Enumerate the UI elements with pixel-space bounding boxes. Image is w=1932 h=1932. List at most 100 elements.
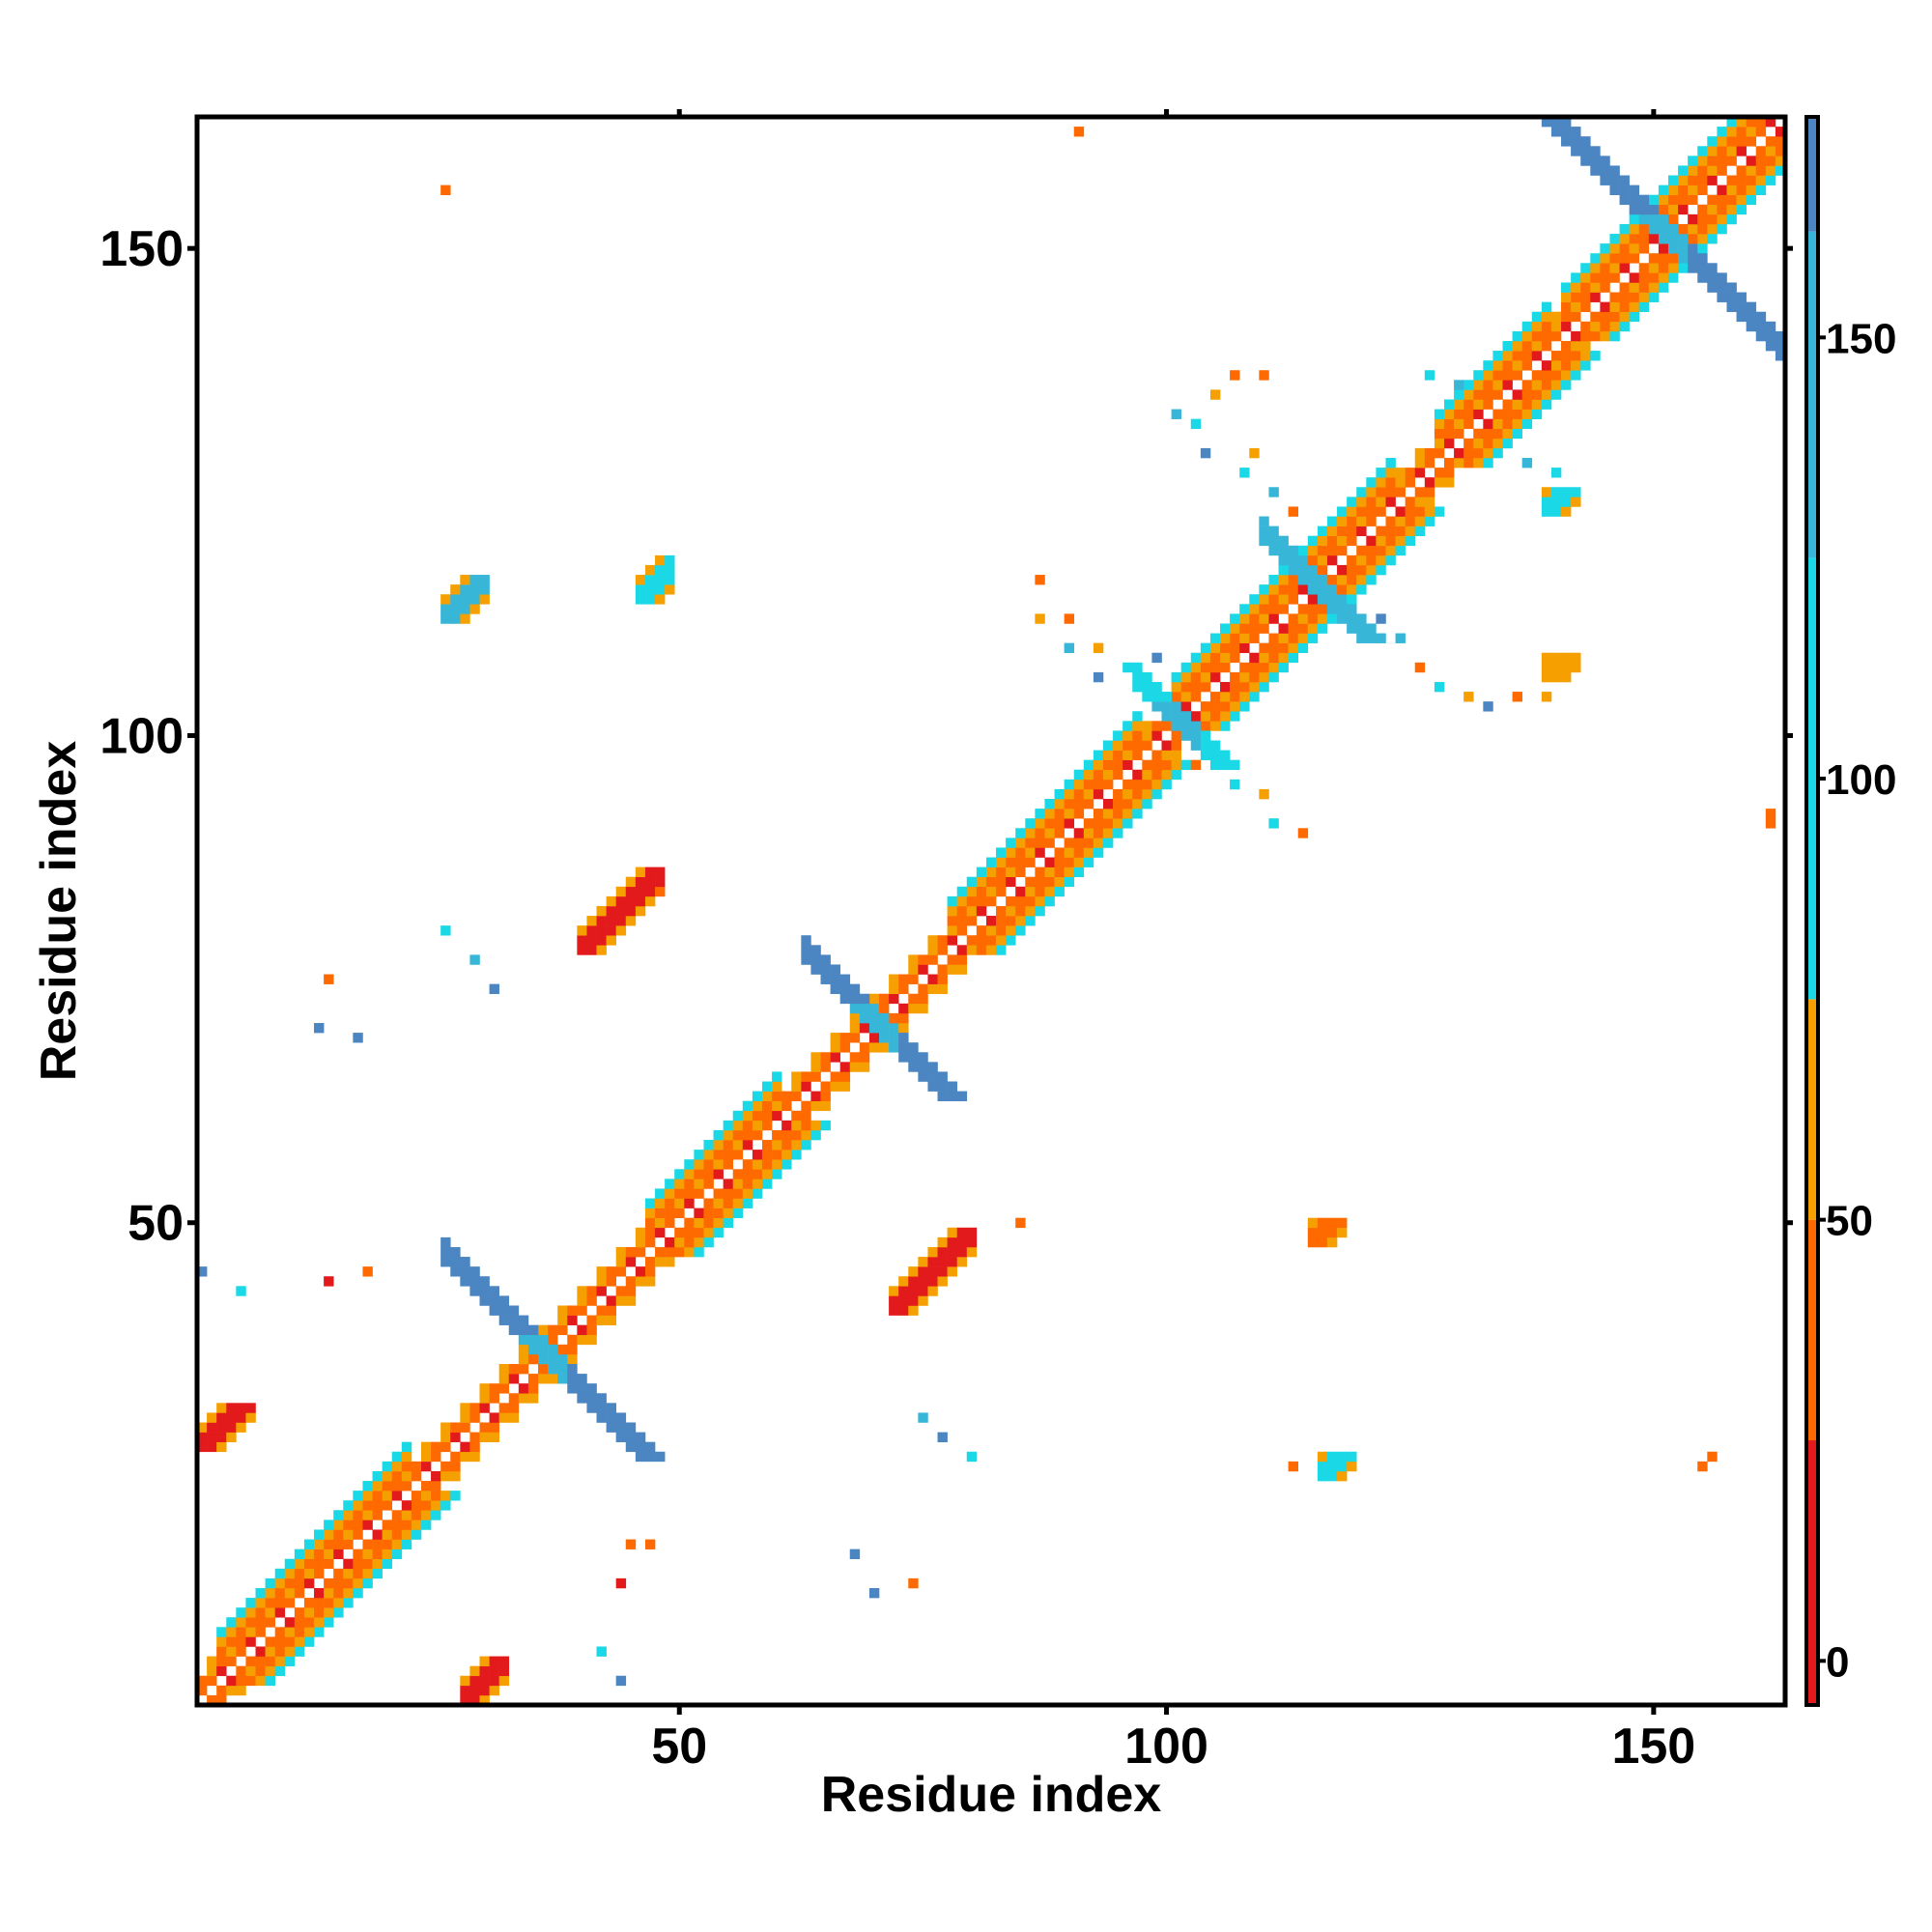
heatmap-cell [1259, 642, 1269, 654]
heatmap-cell [382, 1470, 393, 1482]
heatmap-cell [1015, 838, 1026, 848]
heatmap-cell [236, 1286, 246, 1296]
heatmap-cell [1230, 623, 1240, 634]
heatmap-cell [723, 1217, 734, 1229]
heatmap-cell [460, 584, 470, 595]
heatmap-cell [1122, 730, 1133, 741]
heatmap-cell [372, 1481, 383, 1492]
heatmap-cell [498, 1363, 510, 1375]
heatmap-cell [694, 1159, 704, 1170]
heatmap-cell [1142, 799, 1152, 810]
heatmap-cell [1180, 681, 1192, 693]
heatmap-cell [1385, 516, 1396, 526]
heatmap-cell [966, 935, 978, 946]
heatmap-cell [1492, 428, 1503, 440]
heatmap-cell [1414, 662, 1426, 673]
heatmap-cell [577, 1393, 587, 1404]
heatmap-cell [1220, 759, 1231, 771]
heatmap-cell [908, 1276, 919, 1287]
heatmap-cell [1736, 175, 1747, 185]
heatmap-cell [1580, 351, 1591, 361]
heatmap-cell [830, 974, 840, 984]
y-tick-label: 150 [99, 221, 184, 277]
x-tick-label: 50 [651, 1719, 707, 1775]
heatmap-cell [1288, 613, 1299, 624]
heatmap-cell [353, 1491, 363, 1501]
heatmap-cell [956, 886, 968, 897]
heatmap-cell [1697, 263, 1708, 273]
heatmap-cell [898, 1305, 909, 1316]
heatmap-cell [1220, 721, 1231, 731]
heatmap-cell [1561, 340, 1572, 352]
heatmap-cell [1541, 370, 1552, 381]
heatmap-cell [644, 1451, 656, 1463]
heatmap-cell [966, 876, 978, 888]
heatmap-cell [810, 945, 821, 955]
heatmap-cell [1366, 516, 1377, 526]
heatmap-cell [1434, 506, 1445, 517]
heatmap-cell [284, 1558, 296, 1570]
heatmap-cell [1337, 584, 1348, 595]
heatmap-cell [1337, 594, 1348, 605]
heatmap-cell [1220, 623, 1231, 634]
heatmap-cell [1015, 905, 1026, 917]
heatmap-cell [1268, 818, 1279, 829]
heatmap-cell [353, 1520, 363, 1530]
heatmap-cell [713, 1208, 724, 1219]
heatmap-cell [1015, 867, 1026, 877]
heatmap-cell [1580, 330, 1591, 342]
heatmap-cell [801, 1110, 811, 1122]
heatmap-cell [1580, 146, 1591, 156]
heatmap-cell [548, 1374, 558, 1384]
heatmap-cell [752, 1188, 763, 1199]
heatmap-cell [635, 1236, 646, 1248]
heatmap-cell [956, 925, 968, 936]
heatmap-cell [294, 1607, 305, 1618]
heatmap-cell [518, 1344, 529, 1355]
heatmap-cell [772, 1129, 782, 1141]
heatmap-cell [761, 1159, 773, 1170]
heatmap-cell [1600, 272, 1610, 283]
heatmap-cell [868, 1033, 880, 1043]
heatmap-cell [859, 1003, 870, 1014]
heatmap-cell [772, 1081, 782, 1092]
heatmap-cell [1132, 769, 1143, 781]
heatmap-cell [665, 1236, 675, 1248]
heatmap-cell [586, 916, 597, 926]
heatmap-cell [548, 1353, 558, 1365]
heatmap-cell [1531, 330, 1543, 342]
heatmap-cell [1512, 340, 1522, 352]
heatmap-cell [1561, 662, 1572, 673]
heatmap-cell [1297, 564, 1309, 576]
heatmap-cell [284, 1568, 296, 1579]
heatmap-cell [303, 1636, 315, 1647]
heatmap-cell [1736, 165, 1747, 176]
heatmap-cell [898, 1276, 909, 1287]
heatmap-cell [927, 1266, 938, 1277]
heatmap-cell [996, 905, 1007, 917]
heatmap-cell [1600, 282, 1610, 293]
heatmap-cell [216, 1646, 227, 1657]
heatmap-cell [772, 1071, 782, 1082]
heatmap-cell [665, 1257, 675, 1267]
heatmap-cell [889, 1012, 899, 1024]
heatmap-cell [469, 1403, 480, 1413]
heatmap-cell [362, 1577, 373, 1589]
heatmap-cell [1541, 506, 1552, 517]
heatmap-cell [1707, 204, 1718, 215]
heatmap-cell [1093, 642, 1104, 654]
heatmap-cell [1443, 409, 1455, 419]
heatmap-cell [1424, 497, 1435, 507]
heatmap-cell [1297, 613, 1309, 624]
heatmap-cell [1102, 799, 1114, 810]
heatmap-cell [868, 1003, 880, 1014]
heatmap-cell [216, 1403, 227, 1413]
heatmap-cell [479, 1675, 490, 1687]
heatmap-cell [1619, 253, 1630, 264]
heatmap-cell [1619, 263, 1630, 273]
heatmap-cell [1571, 146, 1581, 156]
heatmap-cell [947, 895, 957, 907]
heatmap-cell [1326, 1451, 1338, 1463]
heatmap-cell [469, 1685, 480, 1696]
heatmap-cell [1326, 1461, 1338, 1472]
